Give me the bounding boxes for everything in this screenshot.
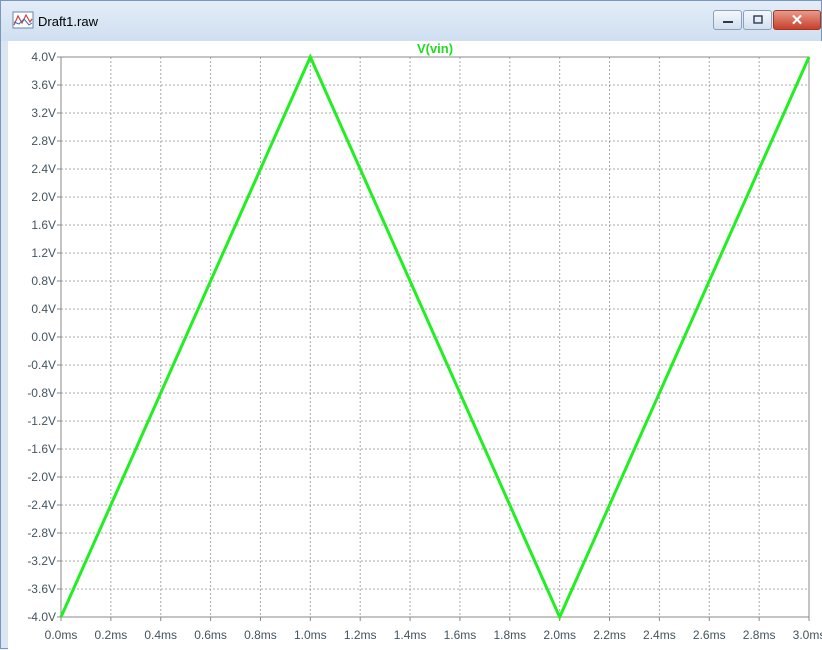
y-tick-label: -2.8V xyxy=(27,526,56,540)
y-tick-label: -2.4V xyxy=(27,498,56,512)
x-tick-label: 1.6ms xyxy=(444,628,477,642)
waveform-chart: 4.0V 3.6V 3.2V 2.8V 2.4V 2.0V 1.6V 1.2V 0.8V 0.4V… xyxy=(27,41,822,642)
x-tick-label: 1.8ms xyxy=(493,628,526,642)
minimize-icon xyxy=(722,21,733,23)
x-tick-label: 0.0ms xyxy=(45,628,78,642)
x-tick-label: 1.4ms xyxy=(394,628,427,642)
minimize-button[interactable] xyxy=(713,10,742,30)
y-tick-label: -3.2V xyxy=(27,554,56,568)
y-tick-label: -2.0V xyxy=(27,470,56,484)
x-axis-ticks: 0.0ms 0.2ms 0.4ms 0.6ms 0.8ms 1.0ms 1.2ms 1.4ms… xyxy=(45,617,822,642)
y-tick-label: -1.2V xyxy=(27,414,56,428)
y-tick-label: 0.4V xyxy=(31,302,56,316)
y-tick-label: 0.8V xyxy=(31,274,56,288)
series-title[interactable]: V(vin) xyxy=(417,41,453,56)
close-icon: ✕ xyxy=(790,12,804,29)
x-tick-label: 0.8ms xyxy=(244,628,277,642)
window-title: Draft1.raw xyxy=(38,14,98,29)
plot-pane[interactable]: 4.0V 3.6V 3.2V 2.8V 2.4V 2.0V 1.6V 1.2V 0.8V 0.4V… xyxy=(8,41,822,650)
maximize-icon xyxy=(752,15,763,24)
close-button[interactable]: ✕ xyxy=(773,10,821,30)
x-tick-label: 2.4ms xyxy=(643,628,676,642)
x-tick-label: 1.0ms xyxy=(294,628,327,642)
maximize-button[interactable] xyxy=(743,10,772,30)
y-tick-label: 2.0V xyxy=(31,190,56,204)
x-tick-label: 0.4ms xyxy=(144,628,177,642)
y-tick-label: -0.4V xyxy=(27,358,56,372)
x-tick-label: 3.0ms xyxy=(793,628,822,642)
y-axis-ticks: 4.0V 3.6V 3.2V 2.8V 2.4V 2.0V 1.6V 1.2V 0.8V 0.4V… xyxy=(27,50,61,624)
y-tick-label: 4.0V xyxy=(31,50,56,64)
y-tick-label: 1.2V xyxy=(31,246,56,260)
x-tick-label: 2.0ms xyxy=(543,628,576,642)
x-tick-label: 0.2ms xyxy=(95,628,128,642)
y-tick-label: 0.0V xyxy=(31,330,56,344)
x-tick-label: 2.8ms xyxy=(743,628,776,642)
x-tick-label: 2.2ms xyxy=(593,628,626,642)
y-tick-label: 1.6V xyxy=(31,218,56,232)
series-line-vin xyxy=(59,53,811,621)
y-tick-label: -3.6V xyxy=(27,582,56,596)
title-bar[interactable]: Draft1.raw ✕ xyxy=(1,1,821,41)
y-tick-label: 3.6V xyxy=(31,78,56,92)
y-tick-label: 2.8V xyxy=(31,134,56,148)
x-tick-label: 2.6ms xyxy=(693,628,726,642)
y-tick-label: -4.0V xyxy=(27,610,56,624)
y-tick-label: -0.8V xyxy=(27,386,56,400)
series-layer xyxy=(59,53,811,621)
plot-border xyxy=(60,56,810,618)
x-tick-label: 1.2ms xyxy=(344,628,377,642)
x-tick-label: 0.6ms xyxy=(194,628,227,642)
y-tick-label: 3.2V xyxy=(31,106,56,120)
y-tick-label: 2.4V xyxy=(31,162,56,176)
y-tick-label: -1.6V xyxy=(27,442,56,456)
waveform-app-icon xyxy=(12,11,34,29)
